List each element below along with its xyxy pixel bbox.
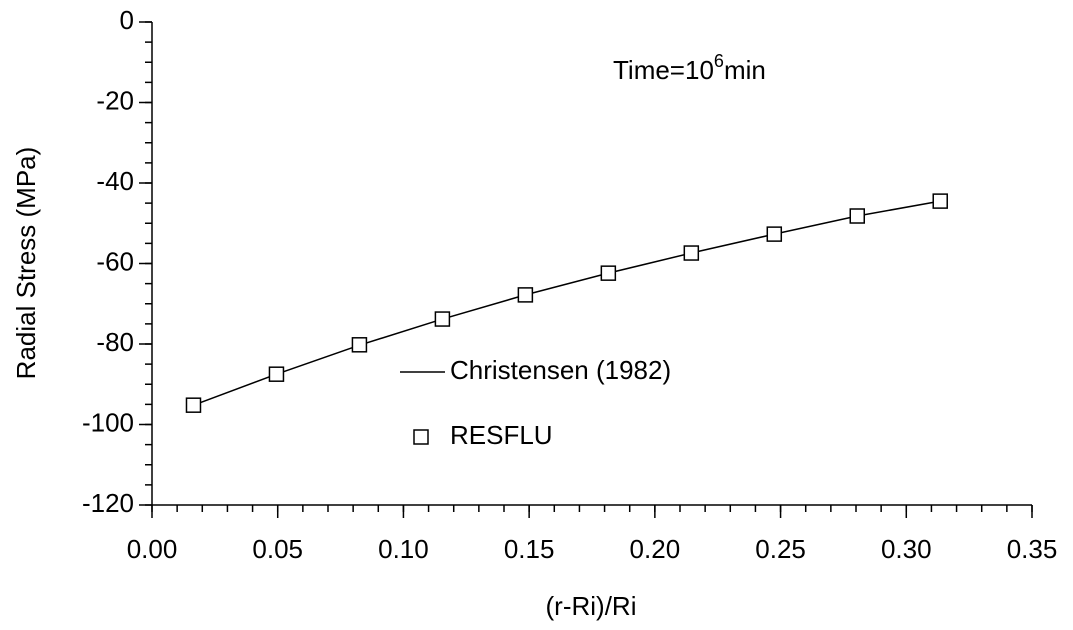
y-tick-label: 0	[120, 5, 134, 35]
x-tick-label: 0.20	[630, 534, 681, 564]
marker	[268, 366, 285, 382]
marker	[185, 397, 202, 413]
annotation-superscript: 6	[714, 51, 724, 71]
marker	[517, 287, 534, 303]
y-tick-label: -100	[82, 407, 134, 437]
x-tick-label: 0.30	[881, 534, 932, 564]
x-tick-label: 0.05	[252, 534, 303, 564]
marker	[849, 208, 866, 224]
x-tick-label: 0.10	[378, 534, 429, 564]
x-axis-label: (r-Ri)/Ri	[546, 591, 637, 621]
marker	[683, 245, 700, 261]
legend-label: RESFLU	[450, 420, 553, 450]
y-tick-label: -80	[96, 327, 134, 357]
marker	[434, 311, 451, 327]
y-tick-label: -120	[82, 488, 134, 518]
x-tick-label: 0.00	[127, 534, 178, 564]
marker	[600, 265, 617, 281]
y-tick-label: -60	[96, 246, 134, 276]
y-axis-label: Radial Stress (MPa)	[11, 147, 41, 380]
marker	[932, 193, 948, 209]
x-tick-label: 0.35	[1007, 534, 1058, 564]
marker	[351, 337, 368, 353]
legend-marker	[413, 429, 429, 445]
x-tick-label: 0.25	[755, 534, 806, 564]
y-tick-label: -20	[96, 85, 134, 115]
marker	[766, 226, 783, 242]
annotation-suffix: min	[724, 55, 766, 85]
series-line	[193, 200, 941, 406]
annotation-text: Time=10	[613, 55, 714, 85]
annotation: Time=106min	[613, 51, 766, 85]
x-tick-label: 0.15	[504, 534, 555, 564]
y-tick-label: -40	[96, 166, 134, 196]
legend-label: Christensen (1982)	[450, 355, 671, 385]
